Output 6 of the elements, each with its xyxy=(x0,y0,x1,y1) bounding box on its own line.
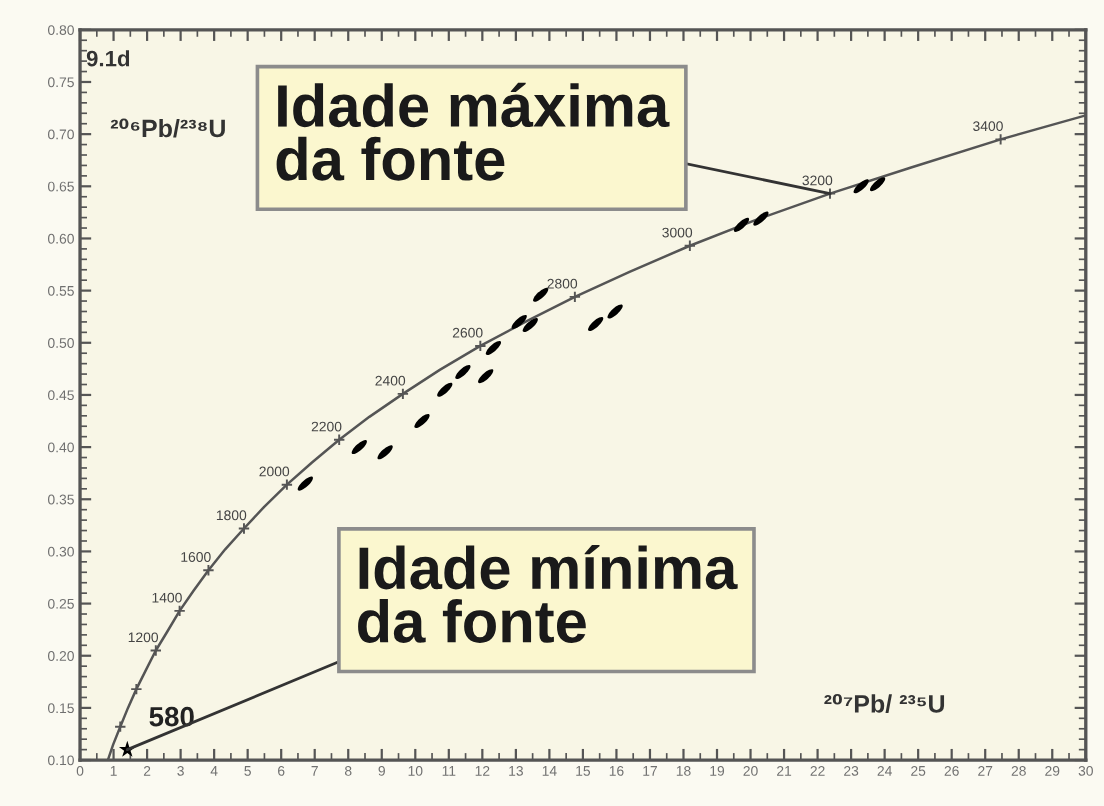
annotation: Idade máxima da fonte xyxy=(276,82,670,181)
x-axis-title: ²⁰⁷Pb/ ²³⁵U xyxy=(824,693,945,713)
annotation: 9.1d xyxy=(86,50,130,67)
annotation: Idade mínima da fonte xyxy=(358,545,738,643)
annotation: 580 xyxy=(149,706,194,727)
y-axis-title: ²⁰⁶Pb/²³⁸U xyxy=(110,118,225,138)
